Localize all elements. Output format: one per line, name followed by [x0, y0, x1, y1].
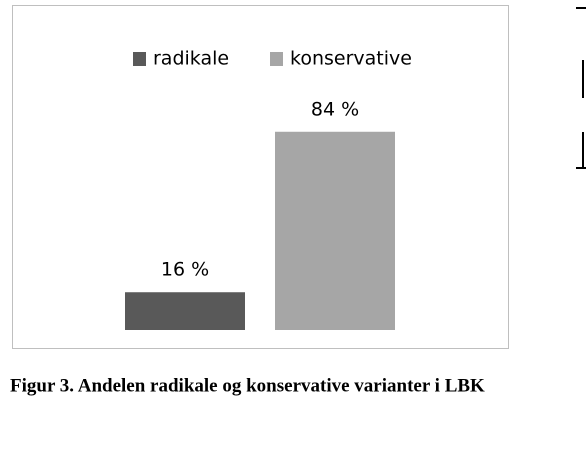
bar: [275, 131, 395, 330]
data-label: 16 %: [161, 259, 209, 281]
cut-off-decoration: [576, 7, 586, 169]
chart-frame: [12, 5, 509, 349]
data-label: 84 %: [311, 98, 359, 120]
bar: [125, 292, 245, 330]
legend-label: konservative: [290, 48, 412, 70]
legend-label: radikale: [153, 48, 229, 70]
caption: Figur 3. Andelen radikale og konservativ…: [10, 375, 485, 396]
legend-swatch: [270, 52, 283, 66]
legend-swatch: [133, 52, 146, 66]
